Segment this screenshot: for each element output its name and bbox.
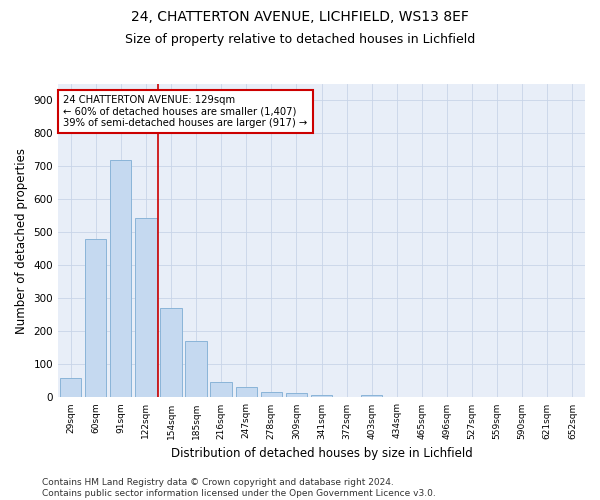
Text: 24, CHATTERTON AVENUE, LICHFIELD, WS13 8EF: 24, CHATTERTON AVENUE, LICHFIELD, WS13 8… [131, 10, 469, 24]
Bar [60, 378, 81, 398]
Bar [211, 382, 232, 398]
Bar [110, 160, 131, 398]
X-axis label: Distribution of detached houses by size in Lichfield: Distribution of detached houses by size … [170, 447, 472, 460]
Text: Size of property relative to detached houses in Lichfield: Size of property relative to detached ho… [125, 32, 475, 46]
Bar [260, 392, 282, 398]
Text: Contains HM Land Registry data © Crown copyright and database right 2024.
Contai: Contains HM Land Registry data © Crown c… [42, 478, 436, 498]
Bar [85, 239, 106, 398]
Bar [185, 341, 207, 398]
Bar [311, 395, 332, 398]
Bar [160, 308, 182, 398]
Bar [135, 218, 157, 398]
Text: 24 CHATTERTON AVENUE: 129sqm
← 60% of detached houses are smaller (1,407)
39% of: 24 CHATTERTON AVENUE: 129sqm ← 60% of de… [64, 95, 308, 128]
Bar [236, 387, 257, 398]
Y-axis label: Number of detached properties: Number of detached properties [15, 148, 28, 334]
Bar [361, 395, 382, 398]
Bar [286, 393, 307, 398]
